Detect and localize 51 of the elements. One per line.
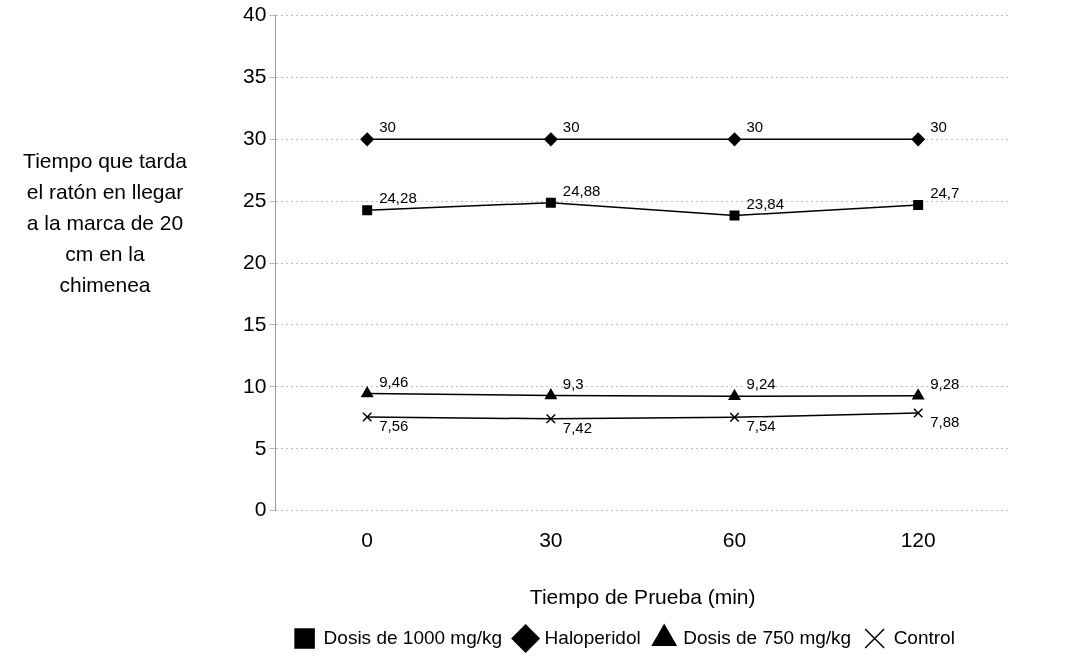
data-label: 9,46 [379,372,409,390]
data-label: 24,7 [930,184,960,202]
y-axis-title: Tiempo que tarda el ratón en llegar a la marca de 20 cm en la chimenea [22,148,188,298]
data-label: 9,28 [930,374,960,392]
point [729,210,740,221]
point [544,388,557,400]
data-label: 7,88 [930,413,960,431]
point [362,412,373,423]
data-label: 30 [562,118,580,136]
x-tick-label: 60 [722,528,747,551]
legend-label: Haloperidol [544,626,641,648]
data-label: 23,84 [746,194,785,212]
data-label: 7,54 [746,417,776,435]
data-label: 30 [930,118,947,136]
point [545,197,556,208]
point [728,389,741,401]
data-label: 24,28 [379,189,417,207]
y-tick-label: 40 [243,2,267,26]
y-tick-label: 0 [254,497,267,521]
point [360,132,374,147]
legend-label: Control [893,626,955,648]
y-tick-label: 15 [243,311,267,335]
y-tick-label: 20 [243,249,267,273]
point [544,132,558,147]
point [362,205,373,216]
data-label: 7,56 [379,417,409,435]
y-tick-label: 5 [254,435,267,459]
y-tick-label: 25 [243,188,267,212]
point [727,132,742,147]
data-label: 30 [379,118,396,136]
y-tick-label: 35 [243,64,267,88]
data-label: 9,3 [562,374,584,392]
point [913,408,924,419]
x-tick-label: 120 [900,528,936,551]
x-tick-label: 0 [361,528,374,551]
point [545,413,556,424]
point [913,199,924,210]
point [912,389,925,400]
point [911,132,925,147]
y-tick-label: 10 [243,373,267,397]
data-label: 24,88 [562,181,601,199]
point [361,386,374,398]
x-tick-label: 30 [539,528,563,551]
data-label: 7,42 [562,418,593,436]
y-tick-label: 30 [243,126,267,150]
data-label: 9,24 [746,375,776,393]
legend-label: Dosis de 750 mg/kg [683,626,852,648]
data-label: 30 [746,118,764,136]
x-axis-title: Tiempo de Prueba (min) [529,585,756,609]
point [729,412,740,423]
legend-label: Dosis de 1000 mg/kg [323,626,503,648]
